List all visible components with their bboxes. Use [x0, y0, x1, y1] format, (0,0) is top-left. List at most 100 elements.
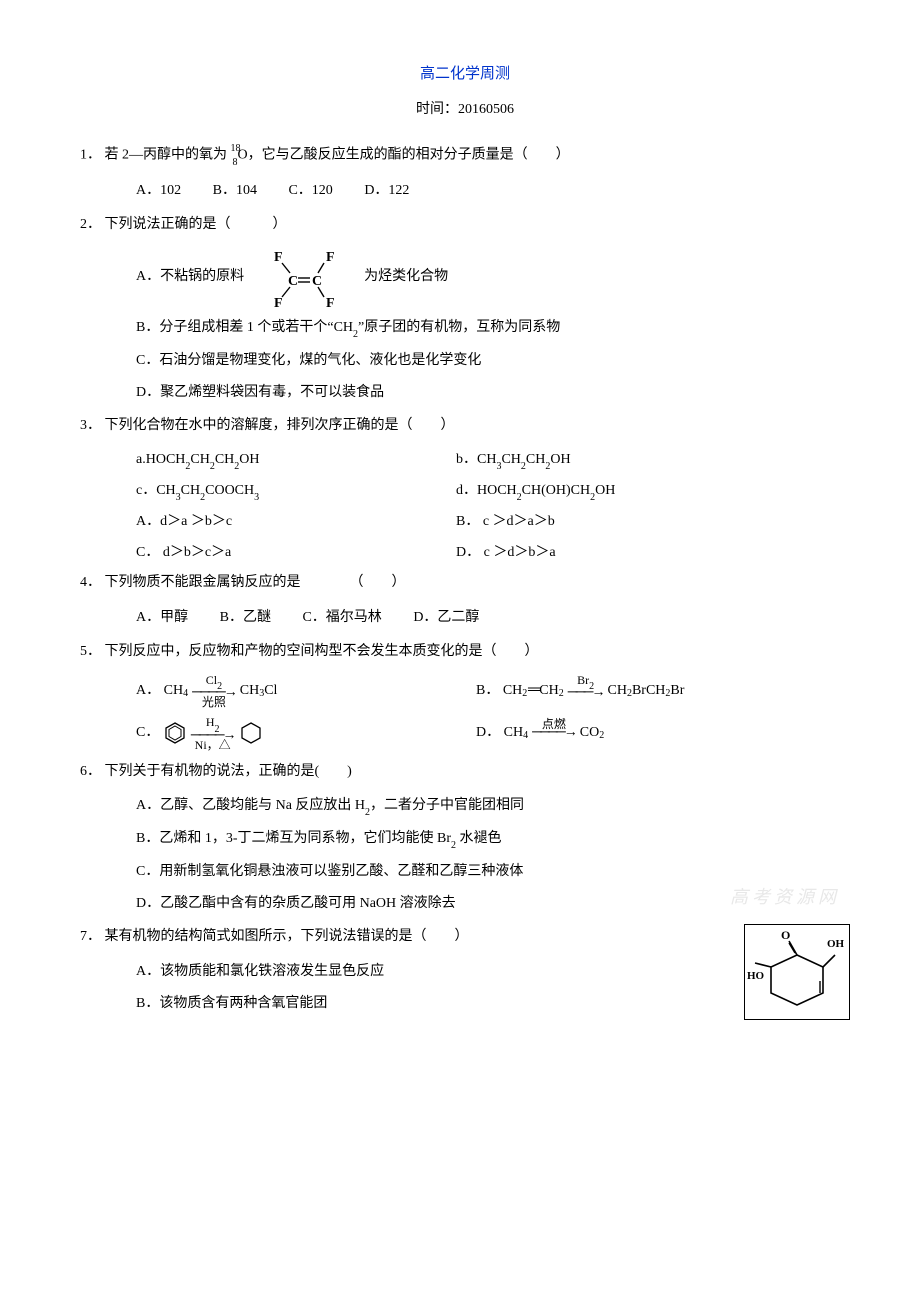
q3-b-oh: OH [550, 452, 570, 467]
doc-title: 高二化学周测 [80, 60, 850, 89]
svg-text:F: F [326, 296, 335, 309]
q4-options: A．甲醇 B．乙醚 C．福尔马林 D．乙二醇 [80, 605, 850, 632]
q3-opt-d: D． c ＞d＞b＞a [456, 540, 850, 567]
q6-b-b: 水褪色 [456, 831, 502, 846]
q5-c-arrow-icon: H2 ────→ Ni，△ [191, 716, 235, 750]
q2-b-a: B．分子组成相差 1 个或若干个“ [136, 320, 334, 335]
q1-num: 1． [80, 148, 101, 163]
q6-a-a: A．乙醇、乙酸均能与 Na 反应放出 H [136, 798, 365, 813]
q2-num: 2． [80, 217, 101, 232]
q3-c-label: c． [136, 483, 156, 498]
q5-d-p: CO [580, 720, 599, 747]
q4-opt-d: D．乙二醇 [413, 605, 479, 632]
q3-opt-c: C． d＞b＞c＞a [136, 540, 456, 567]
q3-b-3: CH [526, 452, 545, 467]
q5-b-p1e: Br [632, 678, 646, 705]
q2-opt-b: B．分子组成相差 1 个或若干个“CH2”原子团的有机物，互称为同系物 [80, 315, 850, 342]
q3-c-1: CH [156, 483, 175, 498]
c2f4-structure-icon: F F F F C C [244, 247, 364, 309]
q4-stem: 下列物质不能跟金属钠反应的是 （ ） [105, 575, 406, 590]
q5-b-arrow-icon: Br2 ───→ [568, 674, 604, 708]
svg-text:C: C [312, 274, 322, 289]
q2-stem: 下列说法正确的是（ ） [105, 217, 287, 232]
q5-row-ab: A． CH4 Cl2 ────→ 光照 CH3Cl B． CH2==CH2 Br… [80, 674, 850, 708]
q1-opt-b: B．104 [213, 178, 257, 205]
q5-a-rs: 4 [183, 684, 188, 703]
q3-compound-a: a.HOCH2CH2CH2OH [136, 447, 456, 474]
q5-num: 5． [80, 644, 101, 659]
q1-opt-c: C．120 [288, 178, 332, 205]
q3-d-s2: 2 [590, 492, 595, 503]
q1-stem-b: ，它与乙酸反应生成的酯的相对分子质量是（ ） [248, 148, 570, 163]
q2-a-pre: A．不粘锅的原料 [136, 264, 244, 291]
question-4: 4． 下列物质不能跟金属钠反应的是 （ ） [80, 570, 850, 597]
q5-a-tops: 2 [217, 681, 222, 692]
q3-d-label: d． [456, 483, 477, 498]
q2-b-ch2-sub: 2 [353, 329, 358, 340]
q5-b-r1: CH [503, 678, 522, 705]
q5-stem: 下列反应中，反应物和产物的空间构型不会发生本质变化的是（ ） [105, 644, 539, 659]
q5-opt-d: D． CH4 点燃 ────→ CO2 [476, 718, 850, 748]
q5-opt-c: C． H2 ────→ Ni，△ [136, 716, 476, 750]
q3-stem: 下列化合物在水中的溶解度，排列次序正确的是（ ） [105, 418, 455, 433]
q4-opt-c: C．福尔马林 [302, 605, 381, 632]
q3-row-cd: c．CH3CH2COOCH3 d．HOCH2CH(OH)CH2OH [80, 478, 850, 505]
question-2: 2． 下列说法正确的是（ ） [80, 212, 850, 239]
q6-opt-d: D．乙酸乙酯中含有的杂质乙酸可用 NaOH 溶液除去 [80, 891, 850, 918]
q5-b-label: B． [476, 678, 499, 705]
q5-a-r: CH [164, 678, 183, 705]
q1-options: A．102 B．104 C．120 D．122 [80, 178, 850, 205]
question-1: 1． 若 2—丙醇中的氧为 188O，它与乙酸反应生成的酯的相对分子质量是（ ） [80, 141, 850, 169]
q5-d-ps: 2 [599, 726, 604, 745]
q5-d-r: CH [504, 720, 523, 747]
q3-opts-ab: A．d＞a ＞b＞c B． c ＞d＞a＞b [80, 509, 850, 536]
q5-opt-a: A． CH4 Cl2 ────→ 光照 CH3Cl [136, 674, 476, 708]
q5-b-r2s: 2 [559, 684, 564, 703]
q3-c-3: COOCH [205, 483, 254, 498]
question-3: 3． 下列化合物在水中的溶解度，排列次序正确的是（ ） [80, 413, 850, 440]
q6-opt-c: C．用新制氢氧化铜悬浊液可以鉴别乙酸、乙醛和乙醇三种液体 [80, 859, 850, 886]
q1-iso-sup: 18 [231, 143, 241, 154]
q3-b-label: b． [456, 452, 477, 467]
q5-b-p2s: 2 [665, 684, 670, 703]
q3-a-s1: 2 [185, 461, 190, 472]
doc-subtitle: 时间：20160506 [80, 97, 850, 124]
q3-a-s3: 2 [234, 461, 239, 472]
question-5: 5． 下列反应中，反应物和产物的空间构型不会发生本质变化的是（ ） [80, 639, 850, 666]
cyclohexane-icon [239, 721, 263, 745]
q5-a-ps: 3 [259, 684, 264, 703]
q4-num: 4． [80, 575, 101, 590]
q5-c-label: C． [136, 720, 159, 747]
q5-b-p2: CH [646, 678, 665, 705]
q2-opt-d: D．聚乙烯塑料袋因有毒，不可以装食品 [80, 380, 850, 407]
q1-opt-d: D．122 [364, 178, 409, 205]
svg-text:F: F [274, 250, 283, 265]
q3-a-m: CH [190, 452, 209, 467]
q5-a-p: CH [240, 678, 259, 705]
q6-num: 6． [80, 764, 101, 779]
q5-a-label: A． [136, 678, 160, 705]
q5-a-arrow-icon: Cl2 ────→ 光照 [192, 674, 236, 708]
q3-d-s1: 2 [517, 492, 522, 503]
benzene-icon [163, 721, 187, 745]
svg-text:OH: OH [827, 938, 845, 950]
q5-b-db: == [527, 678, 539, 705]
q2-a-post: 为烃类化合物 [364, 264, 448, 291]
q3-a-e: CH [215, 452, 234, 467]
q1-iso-sub: 8 [233, 157, 238, 168]
q3-a-oh: OH [239, 452, 259, 467]
q5-b-r2: CH [539, 678, 558, 705]
q6-opt-b: B．乙烯和 1，3-丁二烯互为同系物，它们均能使 Br2 水褪色 [80, 826, 850, 853]
svg-text:F: F [274, 296, 283, 309]
q7-opt-b: B．该物质含有两种含氧官能团 [80, 991, 850, 1018]
q3-compound-b: b．CH3CH2CH2OH [456, 447, 850, 474]
q7-structure-icon: O HO OH [745, 925, 849, 1019]
q5-d-arrow-icon: 点燃 ────→ [532, 718, 576, 748]
q3-c-s3: 3 [254, 492, 259, 503]
q3-opt-a: A．d＞a ＞b＞c [136, 509, 456, 536]
q7-num: 7． [80, 929, 101, 944]
svg-text:HO: HO [747, 970, 765, 982]
q5-c-bot: Ni，△ [195, 739, 231, 751]
q3-c-s2: 2 [200, 492, 205, 503]
q5-opt-b: B． CH2==CH2 Br2 ───→ CH2BrCH2Br [476, 674, 850, 708]
